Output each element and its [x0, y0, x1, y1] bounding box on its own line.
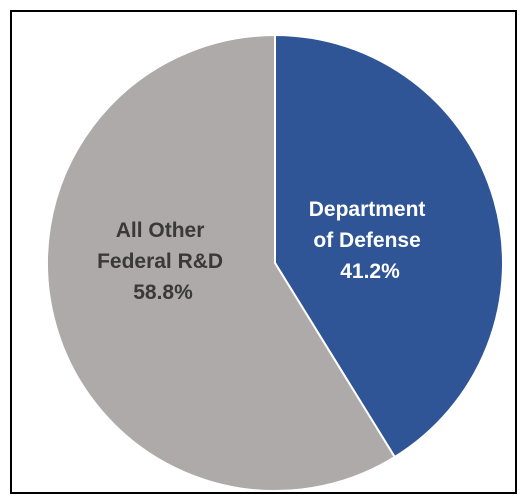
slice-label-dod-line2: of Defense: [313, 229, 420, 252]
slice-label-other-line2: Federal R&D: [97, 250, 223, 273]
slice-value-dod: 41.2%: [340, 260, 400, 283]
slice-value-other: 58.8%: [133, 281, 193, 304]
pie-slice-department-of-defense: [274, 33, 504, 459]
slice-label-other: All Other Federal R&D 58.8%: [97, 219, 229, 304]
slice-label-other-line1: All Other: [116, 219, 205, 242]
slice-label-dod-line1: Department: [309, 198, 426, 221]
chart-frame: Department of Defense 41.2% All Other Fe…: [10, 10, 517, 494]
pie-chart: Department of Defense 41.2% All Other Fe…: [46, 33, 504, 492]
slice-label-dod: Department of Defense 41.2%: [309, 198, 432, 283]
pie-slice-all-other-federal-rd: [46, 33, 397, 492]
pie-slices: [46, 33, 504, 492]
